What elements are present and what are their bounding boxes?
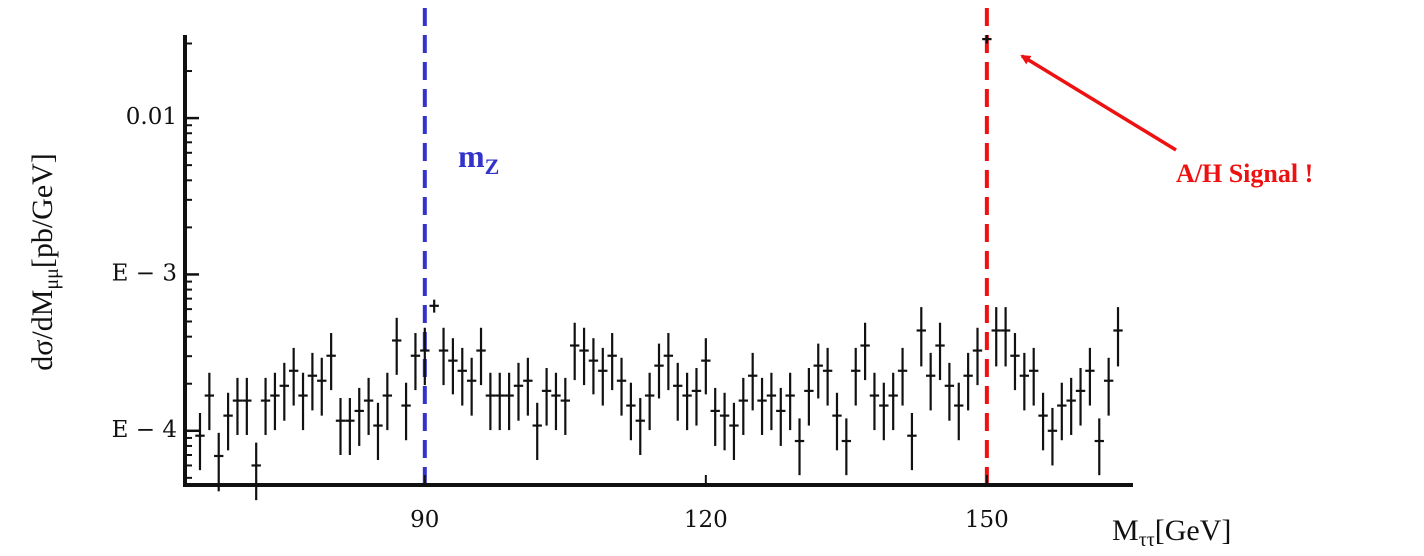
x-label-sub: ττ [1139, 529, 1155, 551]
mz-main: m [458, 138, 485, 174]
x-tick-label: 90 [410, 507, 439, 533]
mz-sub: Z [485, 154, 500, 179]
x-axis-label: Mττ[GeV] [1112, 514, 1231, 551]
y-tick-label: 0.01 [126, 104, 177, 130]
x-tick-label: 150 [965, 507, 1009, 533]
y-tick-label: E − 4 [112, 417, 177, 443]
y-label-unit: [pb/GeV] [26, 153, 59, 268]
signal-annotation: A/H Signal ! [1176, 159, 1313, 188]
y-tick-label: E − 3 [112, 260, 177, 286]
y-label-sub: μμ [41, 268, 63, 289]
x-label-unit: [GeV] [1155, 514, 1232, 547]
y-label-main: dσ/dM [26, 290, 59, 371]
annotation-arrow [1020, 54, 1177, 152]
x-tick-label: 120 [684, 507, 728, 533]
y-axis-label: dσ/dMμμ[pb/GeV] [26, 153, 63, 371]
x-label-main: M [1112, 514, 1139, 547]
mz-annotation: mZ [458, 138, 499, 179]
